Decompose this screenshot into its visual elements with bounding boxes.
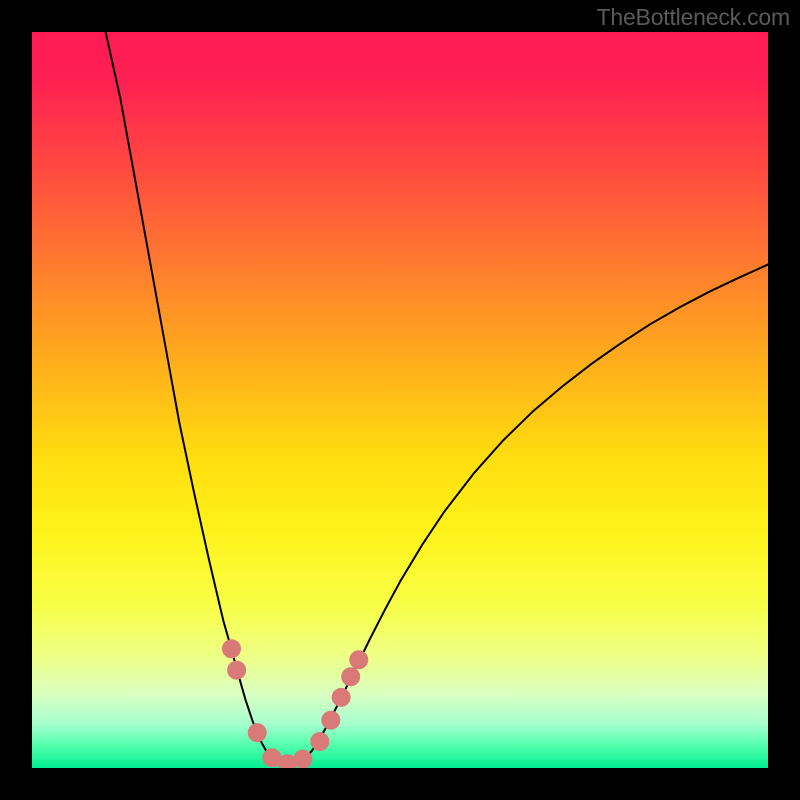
marker-dot <box>332 688 350 706</box>
marker-dot <box>222 640 240 658</box>
plot-area <box>32 32 768 768</box>
marker-dot <box>350 651 368 669</box>
marker-dot <box>322 711 340 729</box>
marker-dot <box>248 724 266 742</box>
marker-dot <box>342 668 360 686</box>
marker-dot <box>228 661 246 679</box>
chart-background <box>32 32 768 768</box>
marker-dot <box>311 733 329 751</box>
chart-frame: TheBottleneck.com <box>0 0 800 800</box>
bottleneck-chart <box>32 32 768 768</box>
marker-dot <box>294 750 312 768</box>
attribution-text: TheBottleneck.com <box>597 4 790 31</box>
